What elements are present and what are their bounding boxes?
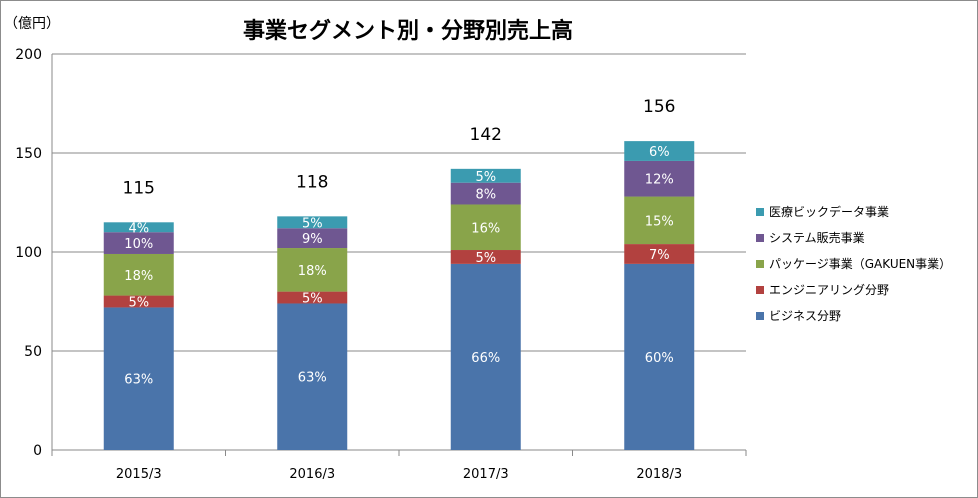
bar-segment xyxy=(103,232,174,254)
segment-percent-label: 5% xyxy=(475,170,496,185)
segment-percent-label: 63% xyxy=(298,371,327,386)
segment-percent-label: 18% xyxy=(298,264,327,279)
bar-segment xyxy=(624,160,695,197)
segment-percent-label: 7% xyxy=(649,248,670,263)
bar-segment xyxy=(450,168,521,183)
segment-percent-label: 5% xyxy=(302,292,323,307)
y-tick-label: 50 xyxy=(24,344,42,360)
legend-swatch xyxy=(756,286,764,294)
segment-percent-label: 5% xyxy=(475,251,496,266)
legend-swatch xyxy=(756,208,764,216)
legend-swatch xyxy=(756,260,764,268)
segment-percent-label: 8% xyxy=(475,188,496,203)
total-label: 118 xyxy=(296,172,328,192)
chart-title: 事業セグメント別・分野別売上高 xyxy=(243,18,573,44)
segment-percent-label: 6% xyxy=(649,145,670,160)
x-tick-label: 2018/3 xyxy=(636,467,682,482)
segment-percent-label: 63% xyxy=(124,373,153,388)
legend-label: エンジニアリング分野 xyxy=(769,283,889,297)
bar-segment xyxy=(624,263,695,450)
legend-label: ビジネス分野 xyxy=(769,309,841,323)
y-tick-label: 200 xyxy=(15,47,42,63)
y-tick-label: 100 xyxy=(15,245,42,261)
bar-segment xyxy=(277,303,348,450)
segment-percent-label: 60% xyxy=(645,351,674,366)
segment-percent-label: 16% xyxy=(471,221,500,236)
bar-segment xyxy=(103,253,174,296)
bar-segment xyxy=(277,216,348,229)
bar-segment xyxy=(624,196,695,245)
segment-percent-label: 15% xyxy=(645,214,674,229)
segment-percent-label: 66% xyxy=(471,351,500,366)
bar-segment xyxy=(624,141,695,161)
segment-percent-label: 5% xyxy=(128,296,149,311)
bar-segment xyxy=(277,291,348,304)
bar-segment xyxy=(103,307,174,450)
segment-percent-label: 9% xyxy=(302,232,323,247)
bar-segment xyxy=(624,244,695,264)
y-tick-label: 150 xyxy=(15,146,42,162)
bar-segment xyxy=(450,263,521,450)
legend-label: 医療ビックデータ事業 xyxy=(769,204,889,219)
x-tick-label: 2015/3 xyxy=(116,467,162,482)
segment-percent-label: 5% xyxy=(302,216,323,231)
bar-segment xyxy=(450,204,521,251)
legend-label: システム販売事業 xyxy=(769,230,865,245)
legend-swatch xyxy=(756,312,764,320)
bar-segment xyxy=(450,182,521,205)
segment-percent-label: 18% xyxy=(124,269,153,284)
bar-segment xyxy=(277,248,348,292)
total-label: 115 xyxy=(123,178,155,198)
segment-percent-label: 12% xyxy=(645,173,674,188)
y-tick-label: 0 xyxy=(33,443,42,459)
x-tick-label: 2017/3 xyxy=(463,467,509,482)
legend-label: パッケージ事業（GAKUEN事業） xyxy=(769,257,951,271)
total-label: 142 xyxy=(470,125,502,145)
legend-swatch xyxy=(756,234,764,242)
x-tick-label: 2016/3 xyxy=(289,467,335,482)
total-label: 156 xyxy=(643,97,675,117)
segment-percent-label: 4% xyxy=(128,221,149,236)
segment-percent-label: 10% xyxy=(124,237,153,252)
y-axis-unit: （億円） xyxy=(4,16,60,32)
bars: 63%5%18%10%4%11563%5%18%9%5%11866%5%16%8… xyxy=(103,97,695,450)
bar-segment xyxy=(277,228,348,249)
bar-segment xyxy=(450,250,521,264)
bar-segment xyxy=(103,222,174,233)
bar-segment xyxy=(103,295,174,308)
